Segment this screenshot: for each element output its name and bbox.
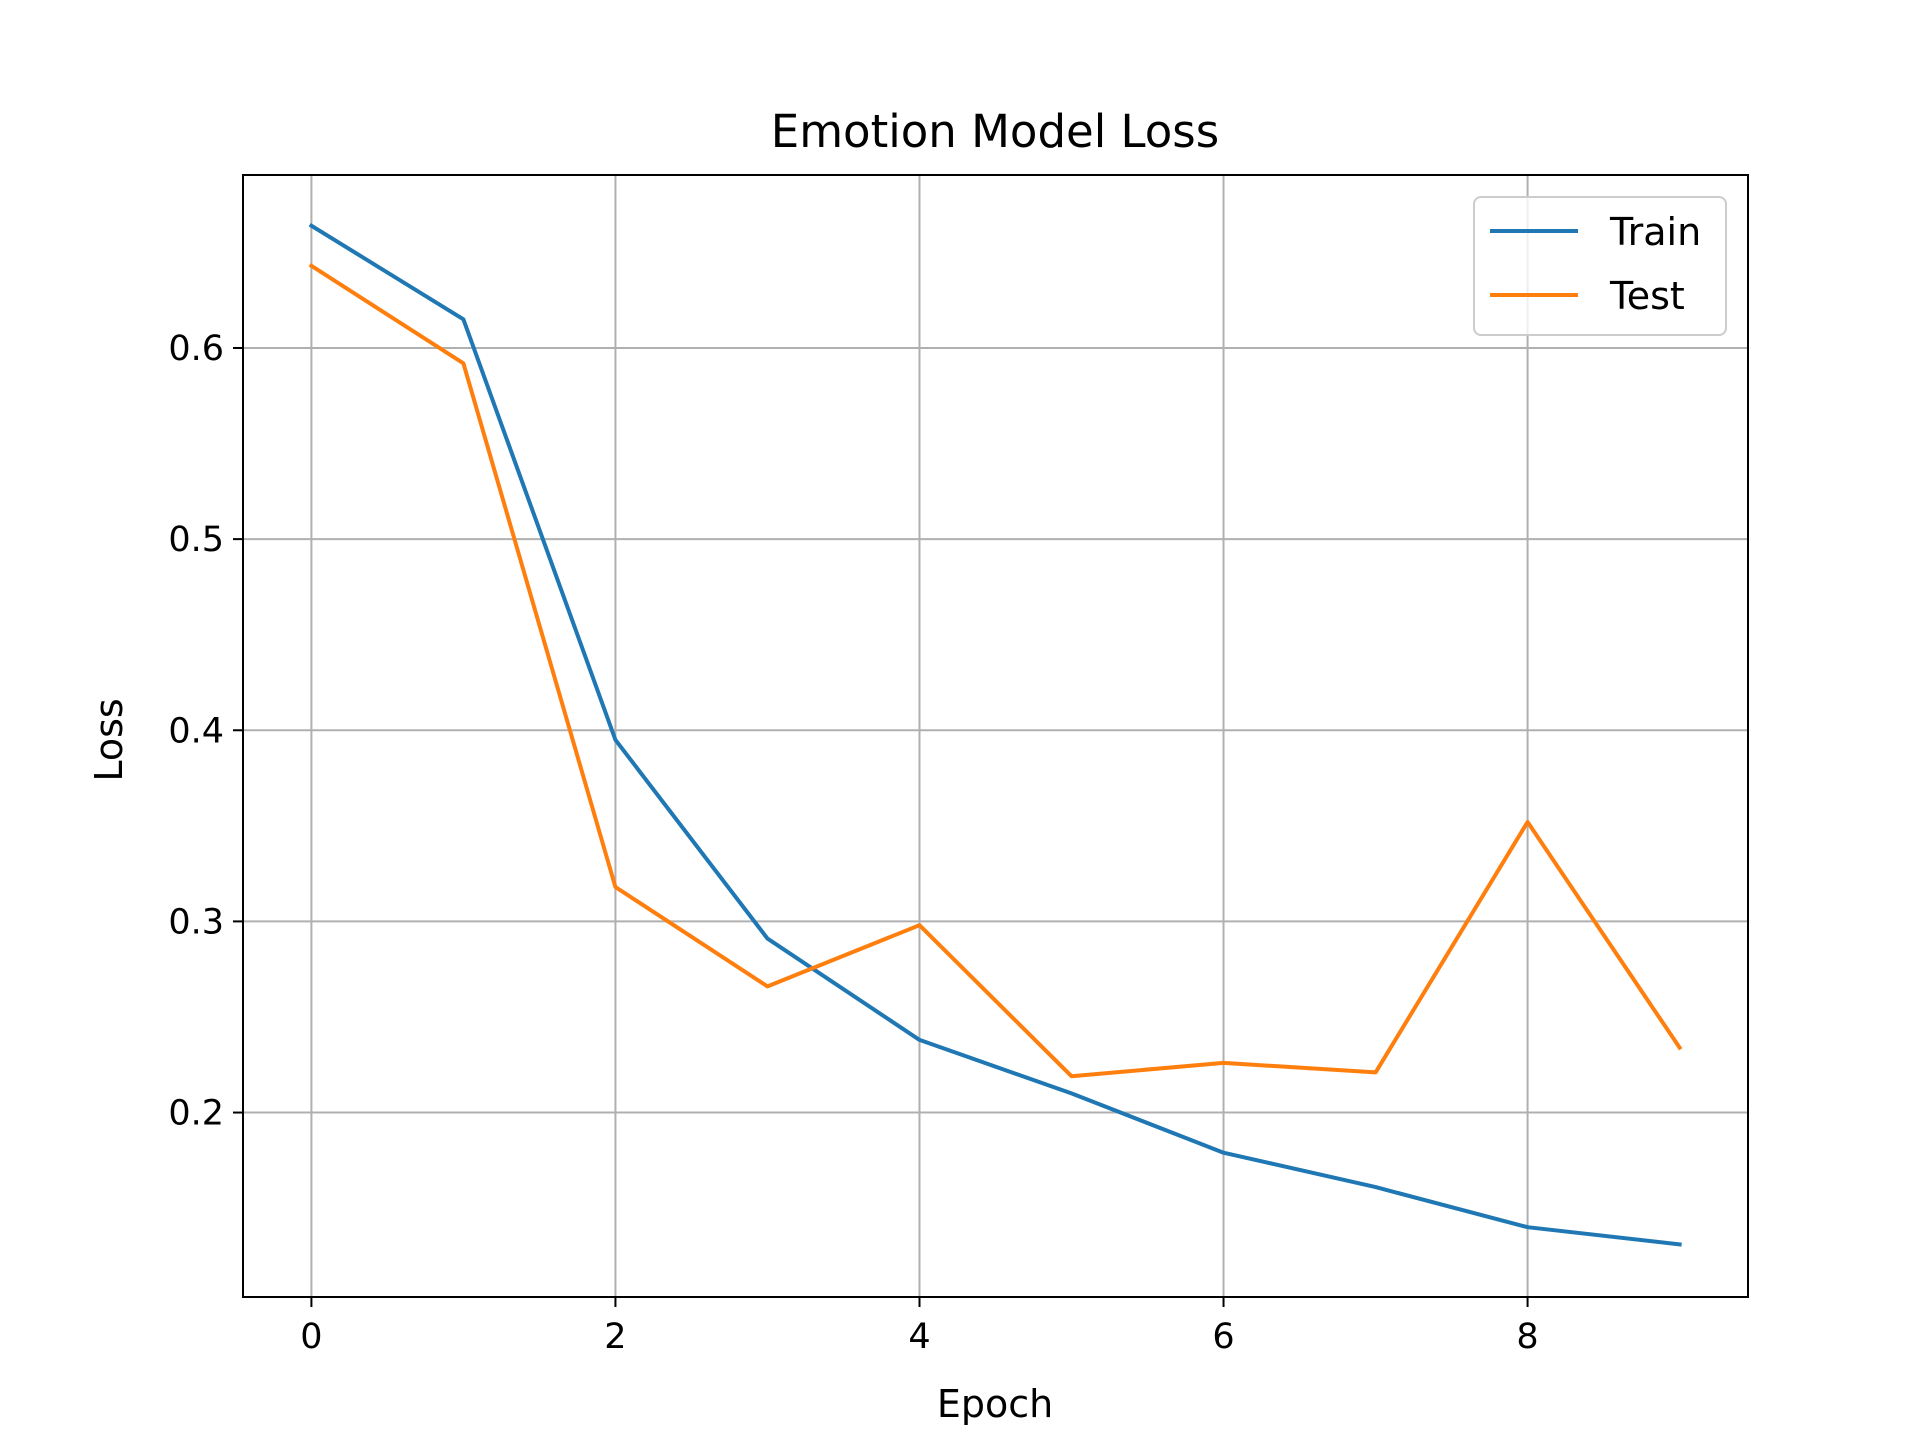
data-point-train	[1223, 1152, 1224, 1153]
legend-label-train: Train	[1609, 210, 1701, 254]
y-axis-title: Loss	[87, 698, 131, 781]
data-point-train	[1071, 1093, 1072, 1094]
y-tick-label: 0.5	[168, 520, 224, 560]
y-tick-label: 0.2	[168, 1094, 224, 1134]
chart-title: Emotion Model Loss	[771, 105, 1219, 158]
data-point-train	[767, 938, 768, 939]
data-point-train	[615, 739, 616, 740]
x-tick-label: 0	[300, 1317, 322, 1357]
x-tick-label: 8	[1516, 1317, 1538, 1357]
x-axis-title: Epoch	[937, 1382, 1053, 1426]
x-tick-label: 6	[1212, 1317, 1234, 1357]
data-point-test	[1071, 1076, 1072, 1077]
x-tick-label: 2	[604, 1317, 626, 1357]
data-point-test	[1527, 822, 1528, 823]
data-point-test	[463, 363, 464, 364]
plot-frame	[242, 174, 1749, 1298]
data-point-train	[1679, 1244, 1680, 1245]
data-point-train	[311, 225, 312, 226]
data-point-test	[919, 925, 920, 926]
data-point-test	[1375, 1072, 1376, 1073]
y-axis-ticks: 0.2 0.3 0.4 0.5 0.6	[168, 329, 243, 1134]
y-tick-label: 0.6	[168, 329, 224, 369]
data-point-test	[767, 986, 768, 987]
data-point-test	[1679, 1047, 1680, 1048]
legend: Train Test	[1473, 196, 1727, 336]
data-point-train	[463, 319, 464, 320]
series-lines	[308, 222, 1683, 1247]
x-axis-ticks: 0 2 4 6 8	[300, 1297, 1539, 1357]
data-point-test	[1223, 1062, 1224, 1063]
series-line-test	[308, 263, 1683, 1079]
data-point-test	[615, 887, 616, 888]
series-line-train	[308, 222, 1682, 1247]
data-point-train	[919, 1039, 920, 1040]
data-point-train	[1527, 1227, 1528, 1228]
y-tick-label: 0.4	[168, 711, 224, 751]
x-tick-label: 4	[908, 1317, 930, 1357]
y-tick-label: 0.3	[168, 902, 224, 942]
data-point-train	[1375, 1187, 1376, 1188]
data-point-test	[311, 265, 312, 266]
legend-label-test: Test	[1609, 274, 1685, 318]
